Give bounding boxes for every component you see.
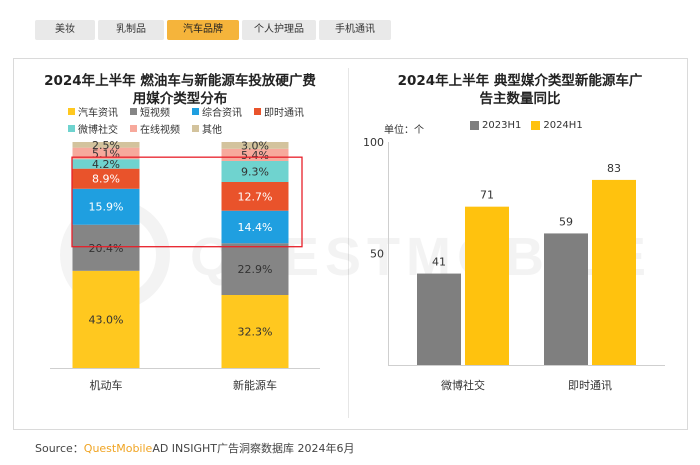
bar-segment-1-6 [72,147,140,160]
data-label: 2.5% [92,139,120,152]
bar-2-2 [592,179,636,365]
bar-segment-2-5 [221,160,289,183]
tab-beauty[interactable]: 美妆 [35,20,95,40]
bar-segment-1-1 [72,270,140,368]
bar-2-1 [544,233,588,365]
bar-1-1 [417,273,461,365]
unit-label: 单位：个 [384,125,424,136]
bar-1-2 [465,206,509,365]
legend-label: 微博社交 [78,125,118,136]
left-chart-title: 2024年上半年 燃油车与新能源车投放硬广费 用媒介类型分布 [34,72,326,108]
legend-label: 即时通讯 [264,108,304,119]
legend-label: 短视频 [140,108,170,119]
category-tabs: 美妆 乳制品 汽车品牌 个人护理品 手机通讯 [35,20,391,40]
legend-label: 在线视频 [140,125,180,136]
y-tick-label: 100 [363,136,384,149]
data-label: 59 [559,215,573,228]
bar-segment-2-2 [221,243,289,296]
legend-label: 综合资讯 [202,108,242,119]
data-label: 4.2% [92,158,120,171]
source-note: Source：QuestMobileAD INSIGHT广告洞察数据库 2024… [35,440,355,456]
bar-segment-2-6 [221,148,289,161]
legend-item-7: 其他 [192,121,254,136]
right-grouped-bar-chart: 50 100 41 71 微博社交 59 83 即时通讯 [363,136,665,392]
legend-item-6: 在线视频 [130,121,192,136]
category-label: 新能源车 [233,378,277,392]
legend-label: 2023H1 [482,120,522,131]
legend-swatch [254,108,261,115]
legend-swatch [68,125,75,132]
bar-segment-1-7 [72,142,140,148]
left-stacked-bar-chart: 43.0%20.4%15.9%8.9%4.2%5.1%2.5%机动车32.3%2… [50,139,320,392]
data-label: 83 [607,162,621,175]
legend-swatch [192,125,199,132]
category-label: 微博社交 [441,378,485,392]
legend-label: 其他 [202,125,222,136]
legend-swatch [130,125,137,132]
legend-swatch [470,121,479,130]
legend-label: 2024H1 [543,120,583,131]
legend-item-5: 微博社交 [68,121,130,136]
legend-item-4: 即时通讯 [254,104,316,119]
legend-swatch [68,108,75,115]
category-label: 机动车 [90,378,123,392]
legend-item-1: 2023H1 [470,120,521,131]
bar-segment-1-2 [72,224,140,271]
data-label: 14.4% [238,221,273,234]
left-title-line1: 2024年上半年 燃油车与新能源车投放硬广费 [44,73,316,89]
legend-swatch [192,108,199,115]
data-label: 32.3% [238,326,273,339]
data-label: 22.9% [238,263,273,276]
bar-segment-1-4 [72,168,140,189]
left-title-line2: 用媒介类型分布 [132,91,228,107]
legend-item-2: 短视频 [130,104,192,119]
source-brand: QuestMobile [83,442,153,455]
tab-auto-brand[interactable]: 汽车品牌 [167,20,239,40]
category-label: 即时通讯 [568,379,612,392]
chart-panel [13,58,688,430]
data-label: 20.4% [89,242,124,255]
data-label: 8.9% [92,173,120,186]
right-title-line2: 告主数量同比 [479,91,561,107]
left-legend: 汽车资讯 短视频 综合资讯 即时通讯微博社交 在线视频 其他 [68,104,318,136]
legend-label: 汽车资讯 [78,108,118,119]
bar-segment-1-3 [72,188,140,225]
data-label: 43.0% [89,313,124,326]
right-chart-title: 2024年上半年 典型媒介类型新能源车广 告主数量同比 [370,72,670,108]
bar-segment-2-4 [221,182,289,211]
panel-divider [348,68,349,418]
data-label: 12.7% [238,190,273,203]
source-prefix: Source： [35,442,84,455]
data-label: 71 [480,189,494,202]
y-tick-label: 50 [370,248,384,261]
data-label: 41 [432,256,446,269]
legend-swatch [130,108,137,115]
right-title-line1: 2024年上半年 典型媒介类型新能源车广 [397,73,643,89]
source-rest: AD INSIGHT广告洞察数据库 2024年6月 [152,442,355,455]
tab-mobile-telecom[interactable]: 手机通讯 [319,20,391,40]
data-label: 3.0% [241,139,269,152]
bar-segment-1-5 [72,159,140,169]
data-label: 15.9% [89,201,124,214]
legend-swatch [531,121,541,130]
tab-dairy[interactable]: 乳制品 [98,20,164,40]
data-label: 9.3% [241,165,269,178]
legend-item-3: 综合资讯 [192,104,254,119]
data-label: 5.4% [241,149,269,162]
bar-segment-2-7 [221,142,289,149]
right-legend: 2023H1 2024H1 [470,120,583,131]
highlight-box [71,156,303,248]
bar-segment-2-1 [221,295,289,368]
legend-item-1: 汽车资讯 [68,104,130,119]
legend-item-2: 2024H1 [531,120,583,131]
bar-segment-2-3 [221,210,289,244]
tab-personal-care[interactable]: 个人护理品 [242,20,316,40]
